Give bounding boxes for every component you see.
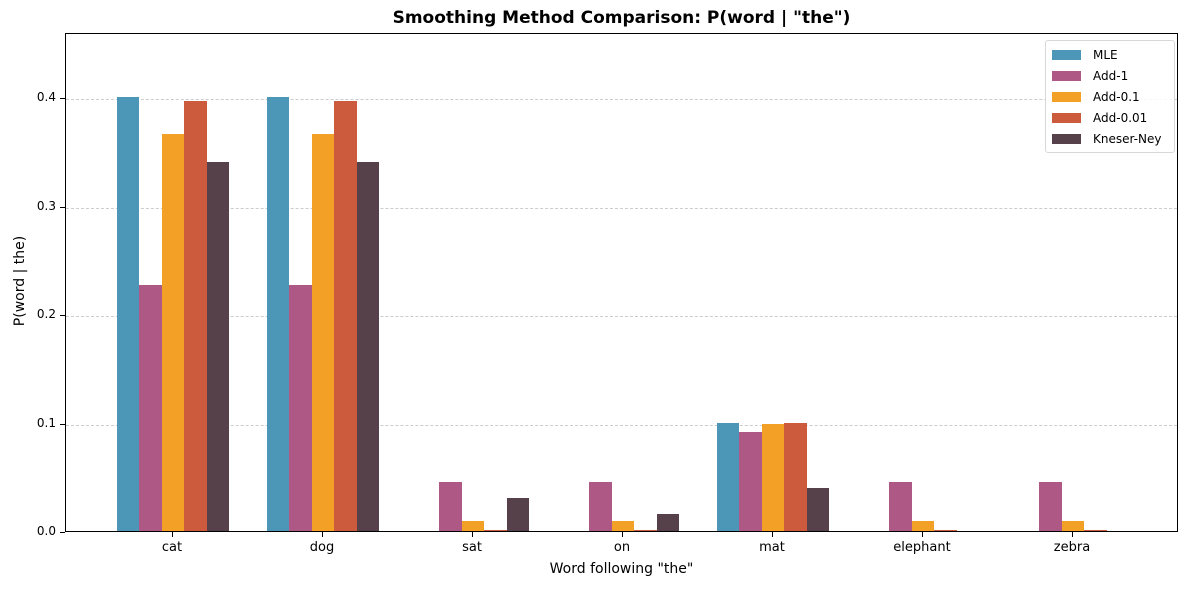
bar-add-0.01-dog	[334, 101, 357, 531]
y-tick-mark	[60, 423, 65, 425]
x-tick-label: zebra	[1053, 540, 1091, 555]
bar-mle-cat	[116, 97, 140, 531]
bar-add-1-elephant	[889, 481, 912, 531]
bar-add-0.01-zebra	[1084, 529, 1107, 531]
bar-add-0.01-on	[634, 529, 657, 531]
y-tick-label: 0.4	[36, 90, 56, 105]
bar-add-0.01-sat	[484, 529, 507, 531]
y-tick-mark	[60, 206, 65, 208]
legend-label: Add-0.1	[1093, 89, 1140, 104]
legend: MLE Add-1 Add-0.1 Add-0.01 Kneser-Ney	[1045, 40, 1175, 153]
y-tick-label: 0.3	[36, 198, 56, 213]
bar-add-0.01-elephant	[934, 529, 957, 531]
bar-add-0.1-cat	[161, 133, 185, 531]
legend-label: Kneser-Ney	[1093, 131, 1162, 146]
legend-swatch	[1052, 70, 1081, 81]
y-tick-label: 0.1	[36, 415, 56, 430]
gridline	[66, 207, 1177, 209]
x-tick-mark	[472, 532, 473, 537]
gridline	[66, 424, 1177, 426]
x-tick-label: mat	[759, 540, 785, 555]
y-tick-mark	[60, 98, 65, 100]
legend-swatch	[1052, 112, 1081, 123]
bar-kneser-ney-on	[656, 514, 680, 531]
bar-add-0.1-zebra	[1061, 521, 1085, 531]
x-tick-mark	[772, 532, 773, 537]
bar-mle-mat	[716, 422, 740, 531]
bar-add-1-mat	[739, 432, 762, 531]
x-tick-mark	[622, 532, 623, 537]
x-tick-label: cat	[161, 540, 183, 555]
legend-swatch	[1052, 91, 1081, 102]
chart-title: Smoothing Method Comparison: P(word | "t…	[392, 8, 851, 28]
x-tick-mark	[1072, 532, 1073, 537]
bar-kneser-ney-dog	[356, 162, 380, 531]
legend-label: MLE	[1093, 47, 1118, 62]
bar-mle-dog	[266, 97, 290, 531]
bar-add-0.1-mat	[761, 424, 785, 531]
x-tick-label: sat	[462, 540, 482, 555]
legend-item: MLE	[1046, 44, 1174, 65]
bar-add-1-dog	[289, 284, 312, 531]
x-tick-label: elephant	[893, 540, 951, 555]
legend-swatch	[1052, 133, 1081, 144]
y-tick-mark	[60, 315, 65, 317]
bar-add-1-on	[589, 481, 612, 531]
plot-area	[65, 33, 1178, 532]
bar-add-0.1-dog	[311, 133, 335, 531]
y-tick-label: 0.2	[36, 307, 56, 322]
bar-kneser-ney-sat	[506, 498, 530, 531]
legend-label: Add-0.01	[1093, 110, 1148, 125]
bar-add-0.01-cat	[184, 101, 207, 531]
x-tick-label: on	[613, 540, 631, 555]
legend-label: Add-1	[1093, 68, 1129, 83]
bar-add-1-zebra	[1039, 481, 1062, 531]
x-tick-label: dog	[309, 540, 335, 555]
bar-add-0.1-elephant	[911, 521, 935, 531]
gridline	[66, 99, 1177, 101]
x-tick-mark	[172, 532, 173, 537]
y-tick-label: 0.0	[36, 524, 56, 538]
bar-add-0.1-sat	[461, 521, 485, 531]
legend-item: Add-0.1	[1046, 86, 1174, 107]
x-axis-label: Word following "the"	[549, 561, 694, 577]
bar-kneser-ney-mat	[806, 487, 830, 531]
legend-swatch	[1052, 49, 1081, 60]
legend-item: Add-0.01	[1046, 107, 1174, 128]
bar-add-0.1-on	[611, 521, 635, 531]
bar-add-1-sat	[439, 481, 462, 531]
y-tick-mark	[60, 532, 65, 533]
x-tick-mark	[322, 532, 323, 537]
legend-item: Add-1	[1046, 65, 1174, 86]
bar-add-1-cat	[139, 284, 162, 531]
gridline	[66, 316, 1177, 318]
bar-kneser-ney-cat	[206, 162, 230, 531]
bar-add-0.01-mat	[784, 422, 807, 531]
legend-item: Kneser-Ney	[1046, 128, 1174, 149]
x-tick-mark	[922, 532, 923, 537]
y-axis-label: P(word | the)	[12, 235, 28, 327]
